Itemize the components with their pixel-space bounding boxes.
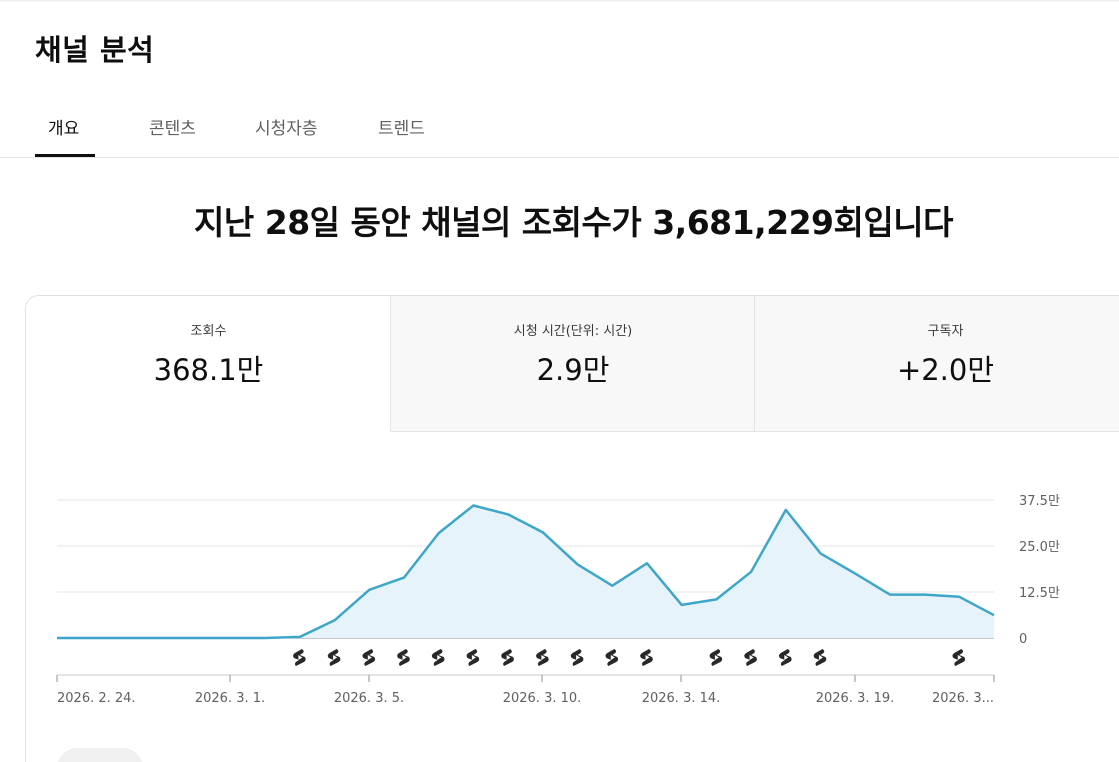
shorts-icon	[709, 649, 723, 666]
x-tick-label: 2026. 2. 24.	[57, 691, 136, 706]
shorts-icon	[605, 649, 619, 666]
top-shadow	[0, 0, 1119, 2]
views-area	[57, 505, 994, 638]
tab-content[interactable]: 콘텐츠	[149, 119, 196, 139]
shorts-icon	[397, 649, 410, 666]
views-line	[57, 504, 995, 640]
metric-subscribers-value: +2.0만	[896, 353, 995, 387]
metric-divider	[754, 296, 755, 432]
y-tick-label: 12.5만	[1019, 586, 1060, 601]
x-tick-label: 2026. 3. 19.	[816, 691, 895, 706]
metric-divider	[390, 296, 391, 432]
metric-subscribers[interactable]: 구독자 +2.0만	[755, 296, 1119, 432]
x-tick-label: 2026. 3. 5.	[334, 691, 404, 706]
metric-watch-time-label: 시청 시간(단위: 시간)	[513, 324, 633, 339]
shorts-icon	[293, 649, 306, 666]
x-tick-label: 2026. 3. 10.	[503, 691, 582, 706]
shorts-icon	[431, 649, 445, 666]
x-tick-label: 2026. 3...	[932, 691, 994, 706]
x-tick-label: 2026. 3. 14.	[642, 691, 721, 706]
y-tick-label: 25.0만	[1019, 540, 1060, 555]
page-title: 채널 분석	[35, 33, 155, 67]
shorts-icon	[813, 649, 827, 666]
shorts-icon	[570, 649, 584, 666]
metric-subscribers-label: 구독자	[927, 324, 964, 339]
y-tick-label: 37.5만	[1019, 494, 1060, 509]
tab-audience[interactable]: 시청자층	[255, 119, 318, 139]
x-tick-label: 2026. 3. 1.	[195, 691, 265, 706]
metric-watch-time[interactable]: 시청 시간(단위: 시간) 2.9만	[391, 296, 755, 432]
active-tab-indicator	[35, 154, 95, 157]
metric-views[interactable]: 조회수 368.1만	[26, 296, 391, 432]
shorts-icon	[779, 649, 792, 666]
shorts-icon	[327, 649, 341, 666]
see-more-button[interactable]	[57, 748, 143, 762]
shorts-icon	[952, 649, 966, 666]
tab-bar: 개요 콘텐츠 시청자층 트렌드	[0, 100, 1119, 158]
shorts-icon	[466, 649, 480, 666]
summary-headline: 지난 28일 동안 채널의 조회수가 3,681,229회입니다	[194, 203, 953, 242]
shorts-icon	[536, 649, 549, 666]
shorts-icon	[744, 649, 757, 666]
metrics-card: 조회수 368.1만 시청 시간(단위: 시간) 2.9만 구독자 +2.0만	[25, 295, 1119, 762]
shorts-icon	[640, 649, 653, 666]
metric-views-label: 조회수	[190, 324, 227, 339]
y-tick-label: 0	[1019, 632, 1027, 647]
shorts-icon	[501, 649, 514, 666]
metric-views-value: 368.1만	[153, 353, 264, 387]
tab-trends[interactable]: 트렌드	[378, 119, 425, 139]
metric-watch-time-value: 2.9만	[536, 353, 610, 387]
shorts-icon	[362, 649, 376, 666]
tab-overview[interactable]: 개요	[48, 119, 80, 139]
